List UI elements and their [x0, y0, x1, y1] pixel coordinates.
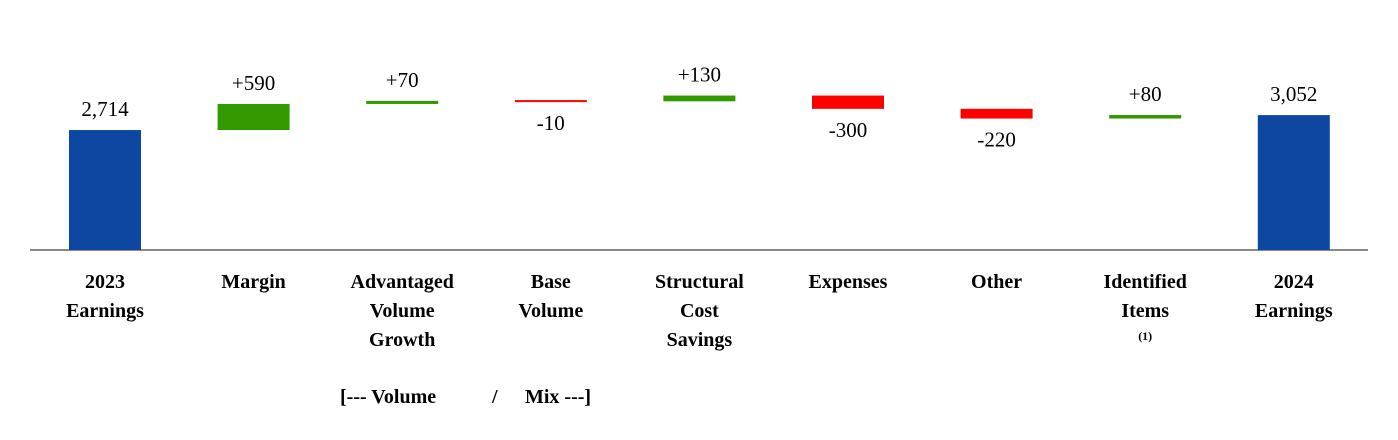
category-label-4: Cost: [680, 300, 719, 322]
category-label-2: Volume: [370, 300, 435, 322]
category-label-2: Advantaged: [351, 271, 454, 293]
category-label-4: Structural: [655, 271, 744, 293]
category-label-3: Volume: [518, 300, 583, 322]
bar-8: [1257, 115, 1330, 251]
category-label-6: Other: [971, 271, 1022, 293]
category-label-8: Earnings: [1255, 300, 1333, 322]
category-label-4: Savings: [667, 329, 733, 351]
data-label-3: -10: [537, 111, 565, 135]
group-note-separator: /: [491, 386, 498, 408]
category-label-3: Base: [531, 271, 571, 293]
category-label-7: Items: [1121, 300, 1169, 322]
group-note-right: Mix ---]: [525, 386, 591, 408]
category-label-5: Expenses: [809, 271, 888, 293]
bar-1: [217, 103, 290, 131]
bar-2: [366, 100, 439, 104]
category-label-7: Identified: [1104, 271, 1187, 293]
bar-7: [1109, 115, 1182, 119]
bar-6: [960, 108, 1033, 119]
data-label-0: 2,714: [81, 97, 129, 121]
bar-4: [663, 95, 736, 102]
category-label-8: 2024: [1274, 271, 1314, 293]
data-label-2: +70: [386, 68, 419, 92]
group-note-left: [--- Volume: [340, 386, 436, 408]
data-label-6: -220: [977, 128, 1016, 152]
category-label-0: 2023: [85, 271, 125, 293]
bar-5: [812, 95, 884, 109]
data-label-1: +590: [232, 71, 275, 95]
data-label-8: 3,052: [1270, 82, 1317, 106]
data-label-4: +130: [678, 63, 721, 87]
data-label-5: -300: [829, 118, 868, 142]
category-label-0: Earnings: [66, 300, 144, 322]
data-label-7: +80: [1129, 82, 1162, 106]
category-label-2: Growth: [369, 329, 435, 351]
footnote-marker: (1): [1138, 329, 1152, 343]
bar-0: [69, 130, 141, 250]
bar-3: [514, 100, 587, 103]
category-label-1: Margin: [221, 271, 285, 293]
